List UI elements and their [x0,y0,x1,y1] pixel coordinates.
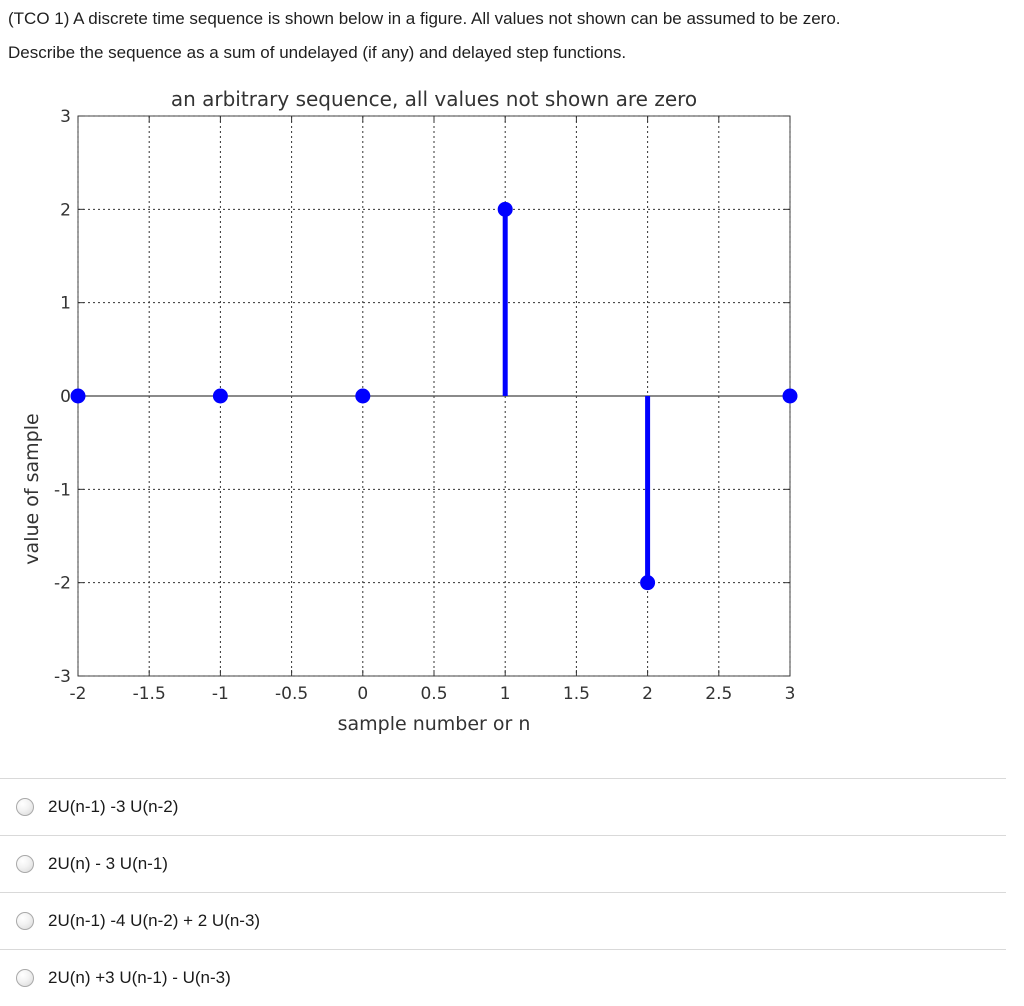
question-line-2: Describe the sequence as a sum of undela… [8,43,627,62]
y-tick-label: 3 [60,107,71,127]
answer-options: 2U(n-1) -3 U(n-2) 2U(n) - 3 U(n-1) 2U(n-… [0,778,1006,1006]
option-label: 2U(n) +3 U(n-1) - U(n-3) [48,968,231,987]
x-tick-label: 2 [642,684,653,704]
question-text: (TCO 1) A discrete time sequence is show… [8,2,1018,70]
y-tick-label: 1 [60,294,71,314]
option-2[interactable]: 2U(n) - 3 U(n-1) [0,835,1006,892]
y-tick-label: -1 [54,480,71,500]
y-tick-label: 2 [60,200,71,220]
x-tick-label: -0.5 [275,684,308,704]
stem-marker [70,388,86,404]
x-tick-label: 0.5 [420,684,447,704]
x-tick-label: -2 [70,684,87,704]
stem-marker [782,388,798,404]
option-label: 2U(n-1) -3 U(n-2) [48,797,179,816]
stem-marker [355,388,371,404]
x-tick-label: 0 [357,684,368,704]
question-line-1: (TCO 1) A discrete time sequence is show… [8,9,841,28]
x-tick-label: 1 [500,684,511,704]
radio-button[interactable] [16,798,34,816]
stem-marker [640,575,656,591]
option-label: 2U(n-1) -4 U(n-2) + 2 U(n-3) [48,911,261,930]
y-axis-label: value of sample [21,413,43,564]
option-label: 2U(n) - 3 U(n-1) [48,854,168,873]
x-tick-label: -1 [212,684,229,704]
y-tick-label: -3 [54,667,71,687]
stem-marker [497,201,513,217]
chart-title: an arbitrary sequence, all values not sh… [171,87,697,111]
x-tick-label: 2.5 [705,684,732,704]
option-4[interactable]: 2U(n) +3 U(n-1) - U(n-3) [0,949,1006,1006]
option-1[interactable]: 2U(n-1) -3 U(n-2) [0,778,1006,835]
x-axis-label: sample number or n [338,713,531,735]
radio-button[interactable] [16,855,34,873]
x-tick-label: 3 [785,684,796,704]
stem-marker [212,388,228,404]
radio-button[interactable] [16,912,34,930]
option-3[interactable]: 2U(n-1) -4 U(n-2) + 2 U(n-3) [0,892,1006,949]
radio-button[interactable] [16,969,34,987]
x-tick-label: 1.5 [563,684,590,704]
y-tick-label: 0 [60,387,71,407]
x-tick-label: -1.5 [133,684,166,704]
y-tick-label: -2 [54,574,71,594]
